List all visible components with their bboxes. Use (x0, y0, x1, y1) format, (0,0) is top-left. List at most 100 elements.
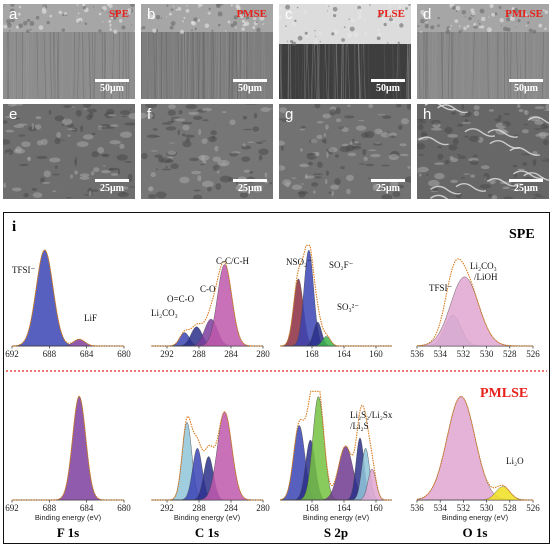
x-tick-label: 526 (526, 503, 540, 513)
xps-figure: i SPE PMLSE 692 688 684 680 292 288 284 280 168 164 1… (4, 213, 549, 543)
x-tick-label: 284 (224, 349, 238, 359)
x-axis-label: Binding energy (eV) (442, 513, 509, 522)
scale-bar-label: 25μm (233, 183, 267, 194)
peak-annotation: LiF (84, 313, 97, 323)
peak-annotation: TFSI⁻ (429, 283, 453, 293)
peak-annotation: NSO₂⁻ (286, 257, 312, 267)
fitted-peak (280, 279, 392, 346)
x-tick-label: 280 (256, 349, 270, 359)
sem-panel-letter: d (423, 6, 431, 23)
x-tick-label: 680 (117, 503, 131, 513)
peak-annotation: Li₂S₂/Li₂Sx (350, 410, 393, 420)
x-tick-label: 684 (80, 503, 94, 513)
peak-annotation: Li₂O (506, 456, 524, 466)
xps-panel: i SPE PMLSE 692 688 684 680 292 288 284 280 168 164 1… (3, 212, 550, 544)
sem-panel-b: b PMSE 50μm (141, 4, 273, 99)
x-tick-label: 284 (224, 503, 238, 513)
x-tick-label: 288 (192, 503, 206, 513)
x-tick-label: 164 (337, 503, 351, 513)
peak-annotation: TFSI⁻ (12, 265, 36, 275)
x-tick-label: 688 (43, 349, 57, 359)
x-tick-label: 532 (457, 503, 471, 513)
sem-panel-f: f 25μm (141, 104, 273, 199)
scale-bar: 50μm (509, 79, 543, 94)
sem-panel-letter: f (147, 106, 151, 123)
peak-annotation: O=C-O (167, 294, 195, 304)
x-tick-label: 680 (117, 349, 131, 359)
x-axis-label: Binding energy (eV) (35, 513, 102, 522)
sem-panel-d: d PMLSE 50μm (417, 4, 549, 99)
x-tick-label: 688 (43, 503, 57, 513)
peak-annotation: Li₂CO₃ (151, 308, 178, 318)
x-tick-label: 280 (256, 503, 270, 513)
x-tick-label: 692 (5, 349, 19, 359)
spectrum-title: F 1s (57, 525, 79, 540)
xps-spectrum: 292 288 284 280 Binding energy (eV) (151, 412, 270, 522)
x-tick-label: 292 (160, 503, 174, 513)
sem-sample-label: PLSE (377, 8, 405, 20)
x-axis-label: Binding energy (eV) (303, 513, 370, 522)
scale-bar: 25μm (371, 179, 405, 194)
scale-bar: 50μm (233, 79, 267, 94)
scale-bar-label: 25μm (371, 183, 405, 194)
x-axis-label: Binding energy (eV) (174, 513, 241, 522)
xps-spectrum: 692 688 684 680 Binding energy (eV) (5, 396, 131, 522)
scale-bar: 25μm (233, 179, 267, 194)
x-tick-label: 528 (503, 349, 517, 359)
sem-panel-letter: b (147, 6, 155, 23)
peak-annotation: /Li₂S (350, 421, 369, 431)
x-tick-label: 532 (457, 349, 471, 359)
x-tick-label: 528 (503, 503, 517, 513)
scale-bar-label: 25μm (509, 183, 543, 194)
scale-bar-label: 50μm (95, 83, 129, 94)
x-tick-label: 684 (80, 349, 94, 359)
x-tick-label: 292 (160, 349, 174, 359)
sem-panel-c: c PLSE 50μm (279, 4, 411, 99)
scale-bar-label: 50μm (371, 83, 405, 94)
x-tick-label: 534 (433, 503, 447, 513)
peak-annotation: C-C/C-H (216, 256, 250, 266)
x-tick-label: 168 (305, 349, 319, 359)
fitted-peak (12, 396, 124, 500)
spectrum-title: S 2p (324, 525, 348, 540)
x-tick-label: 160 (369, 349, 383, 359)
x-tick-label: 168 (305, 503, 319, 513)
sem-panel-letter: c (285, 6, 293, 23)
sem-panel-h: h 25μm (417, 104, 549, 199)
sample-label-bottom: PMLSE (480, 386, 528, 401)
panel-letter: i (12, 219, 16, 235)
sem-sample-label: PMLSE (505, 8, 543, 20)
x-tick-label: 530 (480, 349, 494, 359)
sem-sample-label: PMSE (236, 8, 267, 20)
spectrum-title: C 1s (195, 525, 219, 540)
x-tick-label: 526 (526, 349, 540, 359)
x-tick-label: 160 (369, 503, 383, 513)
peak-annotation: /LiOH (474, 272, 498, 282)
sem-panel-letter: a (9, 6, 17, 23)
sample-label-top: SPE (509, 227, 535, 242)
sem-panel-letter: g (285, 106, 293, 123)
x-tick-label: 692 (5, 503, 19, 513)
scale-bar: 25μm (509, 179, 543, 194)
spectrum-title: O 1s (463, 525, 488, 540)
sem-panel-e: e 25μm (3, 104, 135, 199)
peak-annotation: C-O (200, 284, 216, 294)
x-tick-label: 530 (480, 503, 494, 513)
fitted-peak (151, 457, 263, 501)
scale-bar-label: 25μm (95, 183, 129, 194)
x-tick-label: 536 (410, 503, 424, 513)
scale-bar-label: 50μm (509, 83, 543, 94)
peak-annotation: SO₃²⁻ (337, 302, 359, 312)
sem-panel-a: a SPE 50μm (3, 4, 135, 99)
sem-panel-letter: h (423, 106, 431, 123)
x-tick-label: 164 (337, 349, 351, 359)
peak-annotation: SO₂F⁻ (329, 260, 354, 270)
sem-sample-label: SPE (109, 8, 129, 20)
x-tick-label: 536 (410, 349, 424, 359)
scale-bar: 50μm (371, 79, 405, 94)
sem-panel-letter: e (9, 106, 17, 123)
scale-bar: 50μm (95, 79, 129, 94)
x-tick-label: 534 (433, 349, 447, 359)
scale-bar-label: 50μm (233, 83, 267, 94)
peak-annotation: Li₂CO₃ (470, 261, 497, 271)
